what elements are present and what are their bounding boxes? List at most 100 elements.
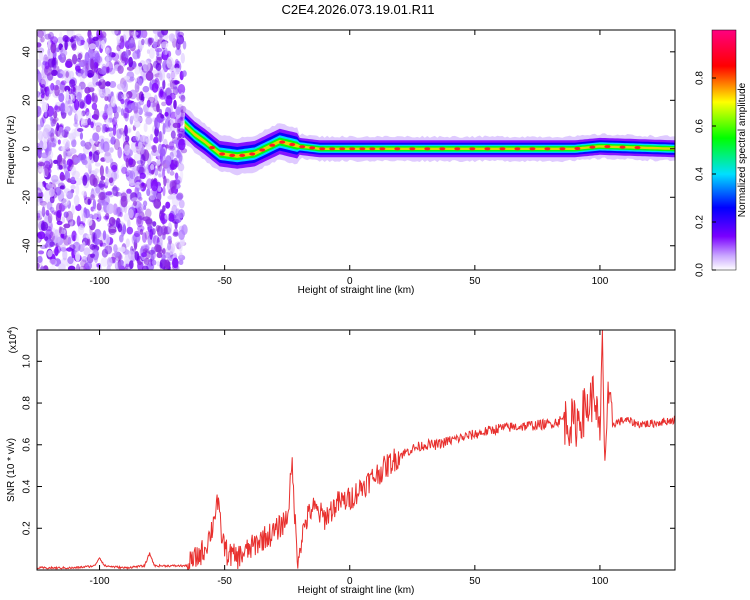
noise-blob [51, 174, 59, 183]
noise-blob [105, 178, 109, 186]
noise-blob [76, 263, 80, 270]
noise-blob [105, 191, 113, 196]
noise-blob [64, 101, 69, 113]
noise-blob [62, 159, 66, 165]
noise-blob [126, 226, 134, 235]
y-tick-label: 0.4 [22, 479, 33, 493]
noise-blob [124, 112, 129, 122]
noise-blob [98, 192, 106, 201]
noise-blob [180, 94, 186, 102]
noise-blob [167, 212, 175, 222]
noise-blob [55, 102, 62, 107]
noise-blob [88, 213, 94, 219]
noise-blob [136, 92, 141, 101]
noise-blob [73, 157, 81, 164]
noise-blob [77, 223, 85, 236]
noise-blob [54, 246, 59, 257]
noise-blob [175, 30, 180, 40]
noise-blob [162, 186, 166, 197]
noise-blob [52, 235, 61, 243]
noise-blob [115, 190, 119, 197]
noise-blob [155, 62, 162, 71]
signal-peak [279, 140, 286, 144]
noise-blob [108, 228, 117, 233]
signal-peak [299, 145, 306, 149]
noise-blob [46, 85, 55, 95]
noise-blob [177, 163, 185, 172]
noise-blob [146, 188, 151, 197]
noise-blob [177, 31, 184, 38]
noise-blob [142, 232, 147, 243]
noise-blob [129, 170, 136, 180]
noise-blob [133, 120, 141, 128]
noise-blob [93, 95, 98, 103]
signal-peak [514, 147, 521, 151]
noise-blob [152, 144, 157, 153]
noise-blob [39, 266, 45, 270]
noise-blob [143, 200, 148, 207]
signal-peak [619, 145, 626, 149]
noise-blob [54, 186, 62, 196]
noise-blob [64, 142, 70, 150]
noise-blob [76, 85, 82, 91]
noise-blob [164, 259, 170, 270]
noise-blob [87, 30, 92, 39]
snr-xlabel: Height of straight line (km) [298, 585, 415, 596]
x-tick-label: -50 [217, 276, 232, 287]
signal-peak [369, 147, 376, 151]
signal-peak [219, 152, 226, 156]
noise-blob [37, 181, 44, 193]
noise-blob [158, 91, 167, 100]
colorbar-tick-label: 0.4 [695, 167, 706, 181]
noise-blob [82, 144, 90, 155]
noise-blob [145, 112, 153, 117]
noise-blob [179, 92, 185, 104]
noise-blob [90, 121, 94, 129]
signal-peak [359, 147, 366, 151]
noise-blob [49, 231, 55, 242]
noise-blob [170, 130, 176, 139]
signal-band-layer [184, 120, 675, 161]
noise-blob [74, 37, 81, 42]
noise-blob [177, 84, 186, 95]
noise-blob [77, 128, 84, 132]
noise-blob [164, 213, 170, 220]
noise-blob [128, 177, 136, 187]
noise-blob [106, 68, 110, 74]
noise-blob [72, 54, 78, 65]
noise-blob [176, 32, 180, 43]
noise-blob [119, 127, 125, 135]
x-tick-label: -50 [217, 576, 232, 587]
noise-blob [136, 85, 140, 90]
noise-blob [110, 136, 116, 145]
signal-peak [239, 153, 246, 157]
noise-blob [126, 91, 133, 99]
signal-peak [319, 147, 326, 151]
colorbar-gradient [711, 29, 737, 271]
noise-blob [154, 168, 159, 176]
x-tick-label: 50 [469, 576, 481, 587]
noise-blob [150, 179, 159, 192]
noise-blob [83, 41, 89, 50]
noise-blob [51, 137, 57, 148]
noise-blob [134, 78, 139, 83]
colorbar-ticks: 0.0 0.2 0.4 0.6 0.8 [695, 71, 716, 277]
noise-blob [46, 90, 51, 98]
noise-blob [48, 150, 54, 159]
snr-series-line [37, 330, 675, 570]
noise-blob [175, 106, 181, 115]
noise-blob [56, 122, 60, 132]
noise-blob [91, 93, 98, 104]
noise-blob [87, 87, 95, 93]
noise-blob [145, 116, 153, 125]
noise-blob [132, 112, 140, 123]
noise-blob [50, 206, 55, 213]
noise-blob [169, 92, 176, 100]
noise-blob [75, 65, 81, 72]
noise-blob [70, 184, 76, 190]
noise-blob [165, 87, 173, 100]
noise-blob [37, 30, 44, 38]
noise-blob [37, 130, 44, 141]
noise-blob [92, 36, 99, 41]
signal-peak [329, 147, 336, 151]
